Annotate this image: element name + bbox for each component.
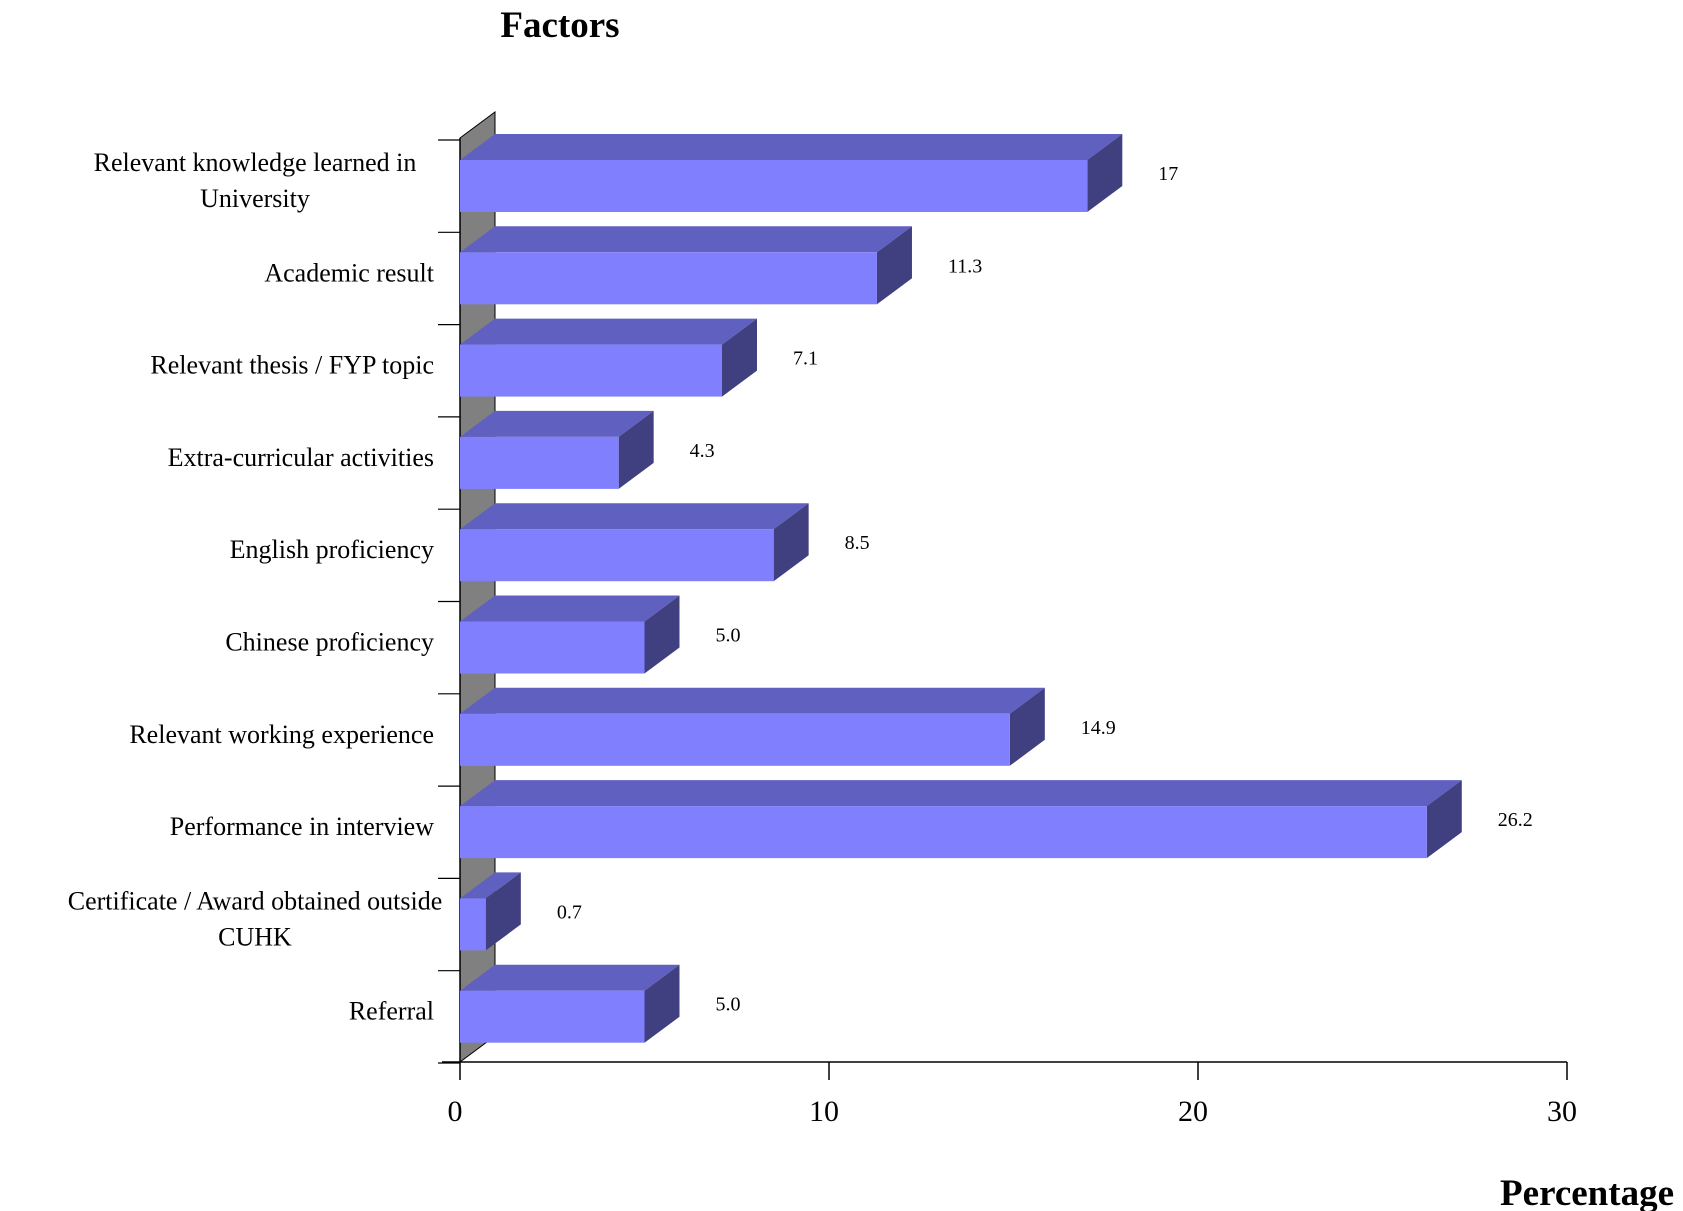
category-label: English proficiency: [230, 535, 434, 564]
bar-side-face: [644, 595, 680, 674]
bar-front-face: [460, 160, 1088, 212]
category-label: Relevant working experience: [129, 720, 434, 749]
bar-top-face: [460, 134, 1123, 160]
bar-front-face: [460, 806, 1427, 859]
bar-side-face: [644, 964, 680, 1043]
category-label: Certificate / Award obtained outside CUHK: [68, 886, 443, 951]
bar-top-face: [460, 503, 809, 530]
bar: [460, 410, 654, 489]
x-axis-title: Percentage: [1500, 1173, 1674, 1211]
bar-front-face: [460, 529, 774, 582]
bar: [460, 964, 680, 1043]
bar-value-label: 14.9: [1081, 717, 1116, 739]
bar-side-face: [618, 410, 654, 489]
bar-value-label: 17: [1158, 163, 1178, 185]
bar-value-label: 26.2: [1498, 809, 1533, 831]
bar-front-face: [460, 621, 645, 674]
bar-side-face: [773, 503, 809, 582]
bar: [460, 595, 680, 674]
category-label: Performance in interview: [170, 812, 434, 841]
category-label: Relevant thesis / FYP topic: [150, 351, 434, 380]
bar-side-face: [721, 318, 757, 397]
bar-value-label: 5.0: [716, 625, 741, 647]
bar-top-face: [460, 318, 757, 345]
bar-value-label: 4.3: [690, 440, 715, 462]
bar-side-face: [1009, 687, 1045, 766]
bar-front-face: [460, 436, 619, 489]
bar-side-face: [876, 226, 912, 305]
bar-value-label: 7.1: [793, 348, 818, 370]
y-axis-title: Factors: [500, 5, 619, 46]
bar-top-face: [460, 964, 680, 991]
bar-front-face: [460, 898, 486, 951]
x-tick-label: 30: [1547, 1095, 1577, 1128]
bar: [460, 780, 1462, 859]
x-tick-label: 0: [448, 1095, 463, 1128]
x-tick-label: 10: [809, 1095, 839, 1128]
category-label: Extra-curricular activities: [168, 443, 434, 472]
bar-side-face: [485, 872, 521, 951]
bar-top-face: [460, 410, 654, 437]
bar-value-label: 5.0: [716, 994, 741, 1016]
category-label: Referral: [349, 997, 434, 1026]
bar-side-face: [1087, 134, 1123, 212]
bar: [460, 134, 1123, 212]
category-label: Academic result: [264, 258, 434, 287]
bar: [460, 226, 912, 305]
bar: [460, 687, 1045, 766]
bar: [460, 503, 809, 582]
bar-value-label: 0.7: [557, 901, 582, 923]
bar-top-face: [460, 780, 1462, 807]
bar-front-face: [460, 252, 877, 305]
bar: [460, 318, 757, 397]
bar: [460, 872, 521, 951]
bar-top-face: [460, 226, 912, 253]
bar-value-label: 11.3: [948, 255, 982, 277]
bar-front-face: [460, 713, 1010, 766]
bar-front-face: [460, 990, 645, 1043]
bar-top-face: [460, 872, 521, 899]
bar-front-face: [460, 344, 722, 397]
bar-top-face: [460, 595, 680, 622]
x-tick-label: 20: [1178, 1095, 1208, 1128]
category-label: Chinese proficiency: [225, 628, 434, 657]
bar-value-label: 8.5: [845, 532, 870, 554]
bar-side-face: [1426, 780, 1462, 859]
bar-top-face: [460, 687, 1045, 714]
category-label: Relevant knowledge learned in University: [94, 148, 417, 213]
